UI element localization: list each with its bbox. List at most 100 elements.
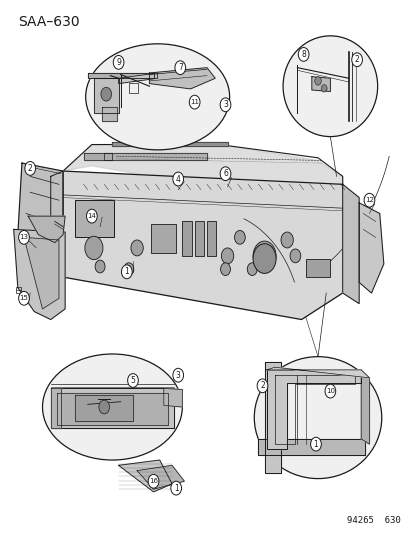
Polygon shape bbox=[51, 389, 61, 428]
Circle shape bbox=[298, 47, 308, 61]
Text: 12: 12 bbox=[364, 197, 373, 203]
Circle shape bbox=[171, 481, 181, 495]
Polygon shape bbox=[14, 229, 65, 319]
Text: SAA–630: SAA–630 bbox=[18, 14, 79, 29]
Polygon shape bbox=[102, 108, 116, 120]
Circle shape bbox=[351, 53, 361, 67]
Bar bbox=[128, 83, 138, 93]
Text: 11: 11 bbox=[190, 99, 199, 105]
Polygon shape bbox=[28, 216, 65, 243]
Bar bbox=[182, 221, 191, 256]
Text: 94265  630: 94265 630 bbox=[346, 516, 399, 525]
Polygon shape bbox=[88, 73, 153, 78]
Polygon shape bbox=[149, 68, 215, 89]
Text: 7: 7 bbox=[178, 63, 182, 72]
Text: 2: 2 bbox=[259, 381, 264, 390]
Circle shape bbox=[173, 368, 183, 382]
Circle shape bbox=[320, 85, 326, 92]
Text: 8: 8 bbox=[301, 50, 305, 59]
Circle shape bbox=[19, 230, 29, 244]
Circle shape bbox=[127, 374, 138, 387]
Circle shape bbox=[220, 167, 230, 181]
Polygon shape bbox=[258, 439, 364, 455]
Text: 1: 1 bbox=[313, 440, 318, 449]
Circle shape bbox=[19, 292, 29, 305]
Polygon shape bbox=[94, 78, 118, 113]
Text: 13: 13 bbox=[19, 235, 28, 240]
Circle shape bbox=[189, 95, 199, 109]
Text: 15: 15 bbox=[19, 295, 28, 301]
Bar bbox=[16, 287, 21, 293]
Text: 6: 6 bbox=[223, 169, 228, 178]
Circle shape bbox=[310, 437, 320, 451]
Polygon shape bbox=[51, 389, 174, 428]
Circle shape bbox=[175, 61, 185, 75]
Text: 1: 1 bbox=[124, 268, 129, 276]
Polygon shape bbox=[83, 152, 112, 160]
Ellipse shape bbox=[254, 357, 381, 479]
Circle shape bbox=[324, 384, 335, 398]
Polygon shape bbox=[266, 370, 360, 449]
Text: 2: 2 bbox=[354, 55, 358, 64]
Circle shape bbox=[131, 240, 143, 256]
Polygon shape bbox=[63, 144, 342, 190]
Polygon shape bbox=[104, 152, 206, 160]
Ellipse shape bbox=[43, 354, 182, 460]
Text: 10: 10 bbox=[325, 388, 334, 394]
Bar bbox=[206, 221, 216, 256]
Circle shape bbox=[252, 241, 275, 271]
Circle shape bbox=[173, 172, 183, 186]
Circle shape bbox=[363, 193, 374, 207]
Polygon shape bbox=[266, 367, 368, 378]
Circle shape bbox=[99, 400, 109, 414]
Text: 4: 4 bbox=[176, 174, 180, 183]
Polygon shape bbox=[164, 389, 182, 407]
Polygon shape bbox=[63, 171, 342, 319]
Circle shape bbox=[221, 248, 233, 264]
Text: 5: 5 bbox=[130, 376, 135, 385]
Polygon shape bbox=[18, 163, 63, 288]
Polygon shape bbox=[118, 73, 157, 84]
Circle shape bbox=[234, 230, 244, 244]
Circle shape bbox=[121, 265, 132, 279]
Bar bbox=[151, 224, 176, 253]
Circle shape bbox=[101, 87, 112, 101]
Circle shape bbox=[123, 263, 133, 276]
Circle shape bbox=[148, 474, 159, 488]
Polygon shape bbox=[264, 362, 280, 473]
Circle shape bbox=[25, 161, 36, 175]
Circle shape bbox=[113, 55, 123, 69]
Polygon shape bbox=[311, 77, 330, 92]
Circle shape bbox=[280, 232, 293, 248]
Text: 1: 1 bbox=[173, 483, 178, 492]
Ellipse shape bbox=[282, 36, 377, 136]
Circle shape bbox=[252, 244, 275, 273]
Circle shape bbox=[256, 379, 267, 393]
Circle shape bbox=[314, 77, 320, 85]
Text: 3: 3 bbox=[223, 100, 228, 109]
Circle shape bbox=[95, 260, 105, 273]
Bar bbox=[305, 259, 330, 277]
Circle shape bbox=[220, 263, 230, 276]
Ellipse shape bbox=[85, 44, 229, 150]
Polygon shape bbox=[360, 370, 368, 444]
Polygon shape bbox=[137, 465, 184, 489]
Polygon shape bbox=[57, 393, 168, 424]
Polygon shape bbox=[24, 237, 59, 309]
Polygon shape bbox=[112, 142, 227, 146]
Polygon shape bbox=[118, 460, 172, 492]
Circle shape bbox=[247, 263, 256, 276]
Text: 2: 2 bbox=[28, 164, 33, 173]
Text: 16: 16 bbox=[149, 478, 158, 484]
Polygon shape bbox=[75, 395, 133, 421]
Text: 3: 3 bbox=[176, 370, 180, 379]
Polygon shape bbox=[358, 203, 383, 293]
Polygon shape bbox=[342, 184, 358, 304]
Circle shape bbox=[290, 249, 300, 263]
Text: 14: 14 bbox=[87, 213, 96, 219]
Circle shape bbox=[86, 209, 97, 223]
Circle shape bbox=[85, 236, 103, 260]
Text: 9: 9 bbox=[116, 58, 121, 67]
Bar bbox=[194, 221, 204, 256]
Polygon shape bbox=[51, 171, 63, 288]
